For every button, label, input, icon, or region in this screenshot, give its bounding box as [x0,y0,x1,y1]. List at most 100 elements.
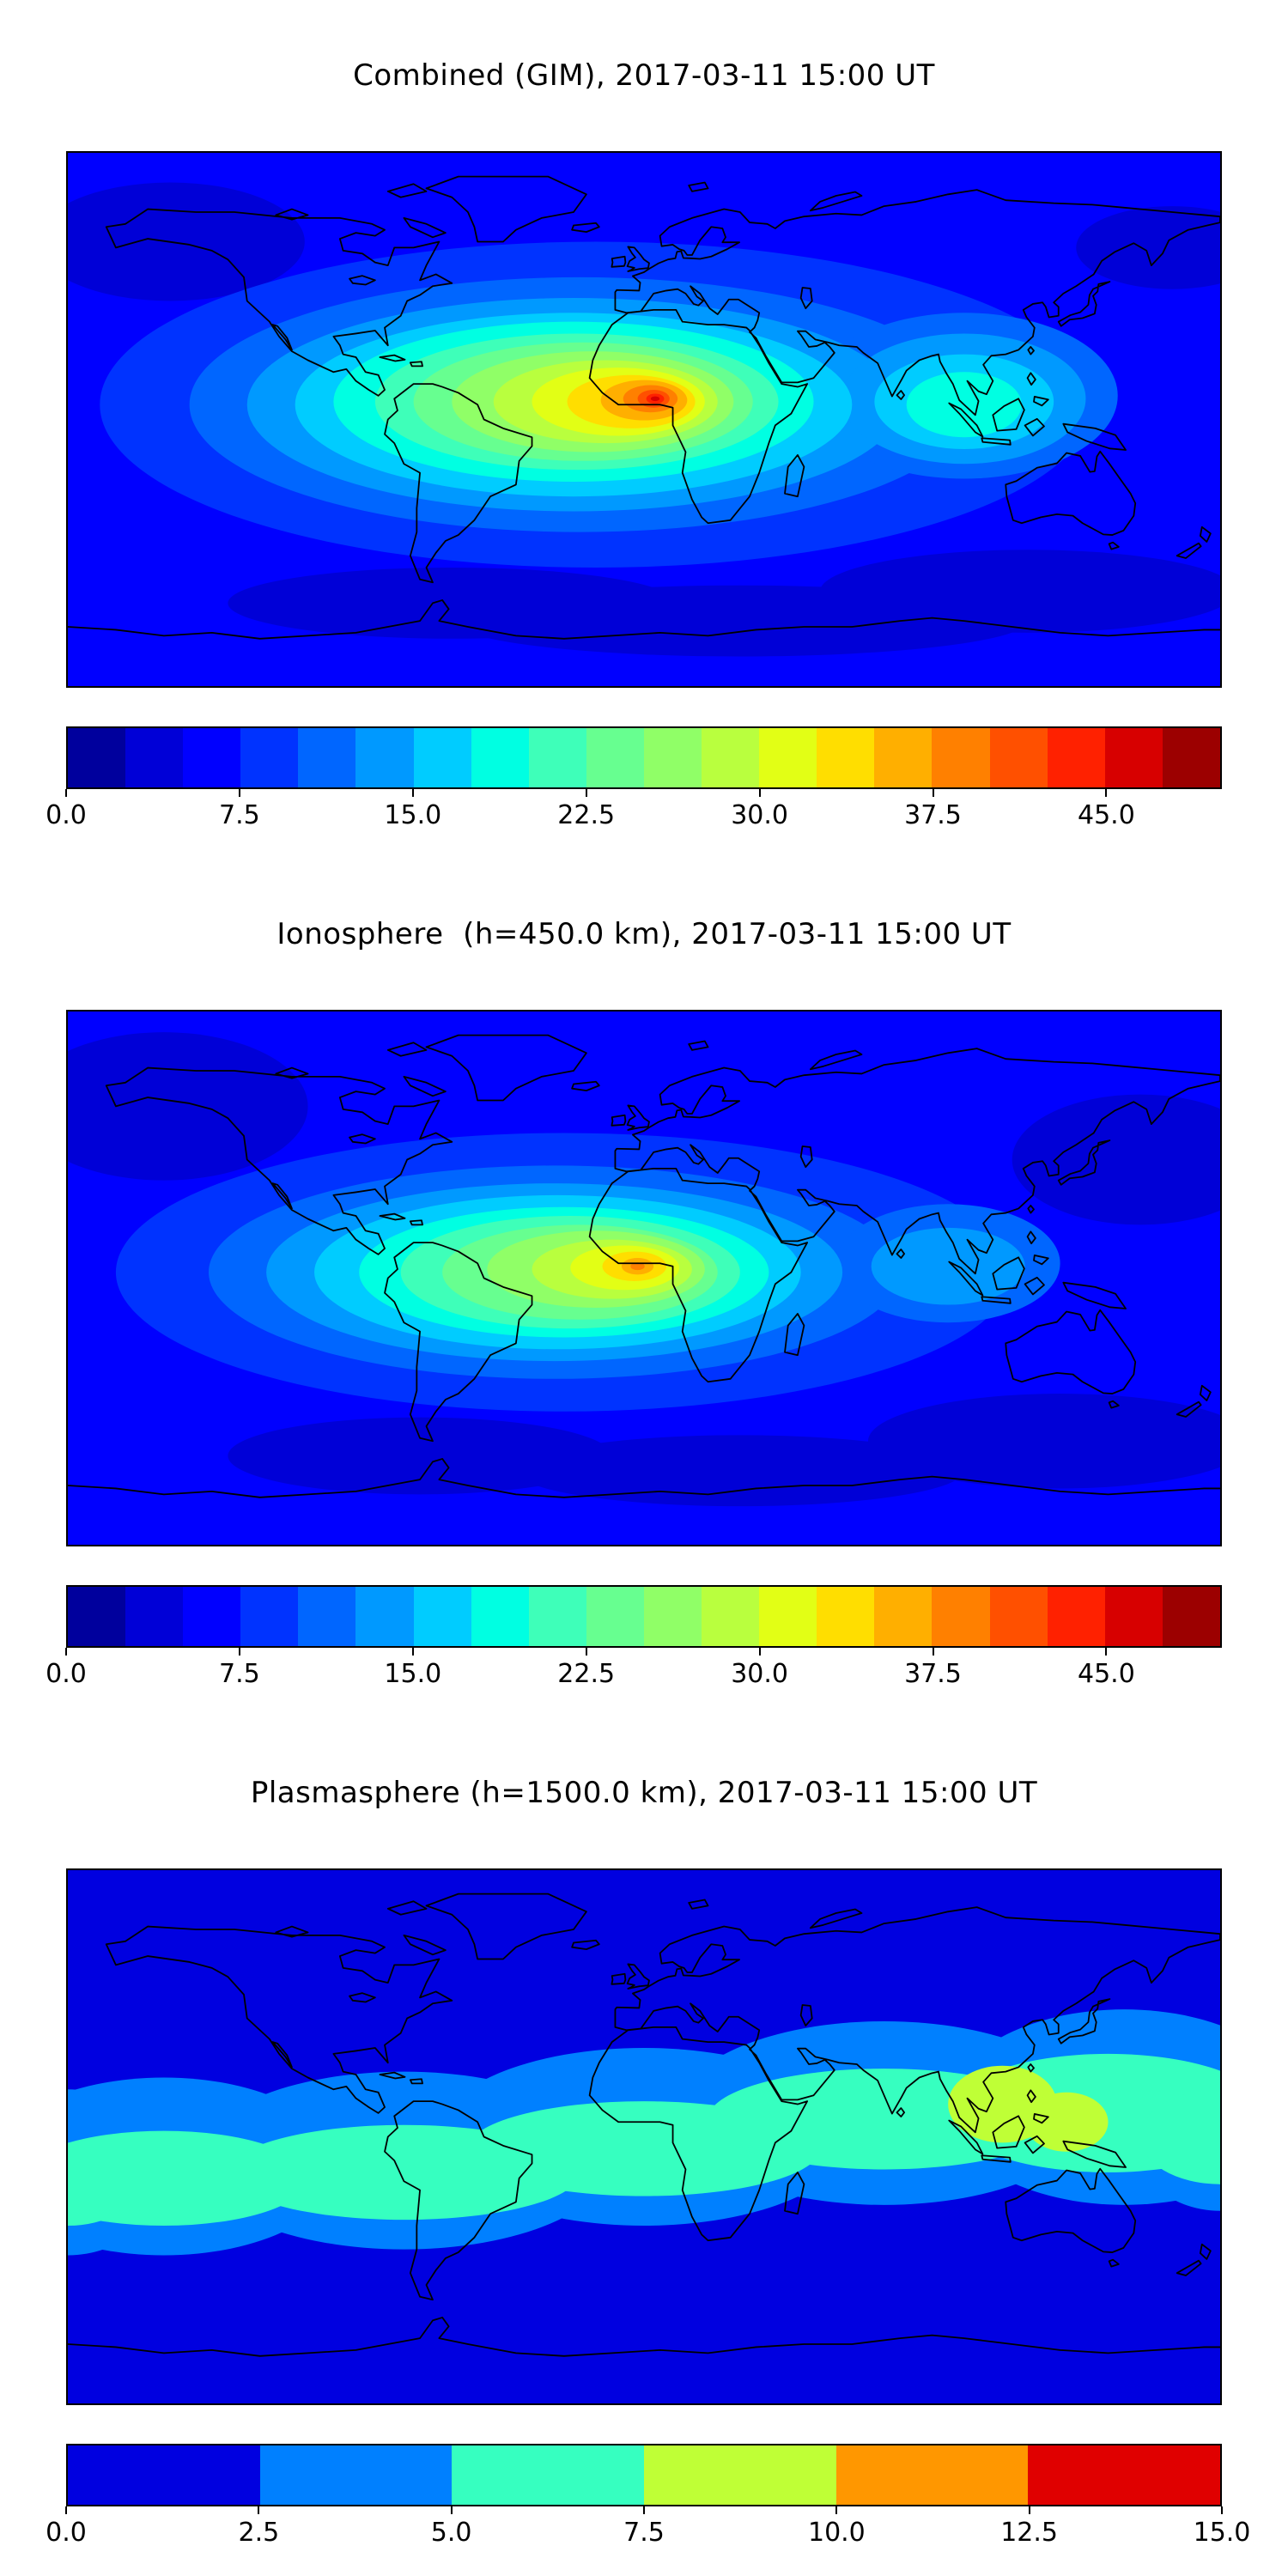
map-plasmasphere [66,1868,1222,2405]
colorbar-ticks-combined: 0.0 7.5 15.0 22.5 30.0 37.5 45.0 [46,789,1222,841]
contour-band [228,1417,612,1495]
colorbar-tick [932,789,934,797]
world-map-ionosphere [68,1012,1220,1545]
colorbar-segment [355,1587,414,1646]
colorbar-tick [758,1648,761,1656]
colorbar-segment [528,728,586,787]
colorbar-tick-label: 10.0 [807,2518,866,2548]
colorbar-tick-label: 45.0 [1077,800,1135,830]
colorbar-tick [65,2506,67,2514]
colorbar-segment [452,2445,645,2505]
colorbar-tick-label: 2.5 [238,2518,280,2548]
contour-band [515,1435,964,1507]
colorbar-segment [989,728,1048,787]
colorbar-tick [450,2506,453,2514]
colorbar-segment [643,1587,702,1646]
colorbar-segment [471,728,529,787]
world-map-combined [68,153,1220,686]
colorbar-segment [240,1587,299,1646]
colorbar-segment [1028,2445,1221,2505]
colorbar-segment [586,1587,644,1646]
colorbar-tick [1105,789,1108,797]
colorbar-segment [183,728,241,787]
colorbar-tick [411,1648,414,1656]
colorbar-segment [259,2445,453,2505]
panel-title-plasmasphere: Plasmasphere (h=1500.0 km), 2017-03-11 1… [250,1776,1038,1810]
panel-plasmasphere: Plasmasphere (h=1500.0 km), 2017-03-11 1… [46,1717,1250,2576]
colorbar-segment [643,728,702,787]
colorbar-segment [932,728,990,787]
colorbar-segment [355,728,414,787]
colorbar-segment [1104,1587,1163,1646]
colorbar-tick [585,1648,587,1656]
colorbar-tick-label: 15.0 [1193,2518,1251,2548]
colorbar-tick [258,2506,260,2514]
colorbar-tick [758,789,761,797]
colorbar-segment [989,1587,1048,1646]
colorbar-segment [1104,728,1163,787]
colorbar-tick-label: 45.0 [1077,1659,1135,1689]
colorbar-tick-label: 0.0 [46,1659,87,1689]
colorbar-segment [125,728,184,787]
colorbar-tick [238,789,240,797]
contour-band [1076,206,1220,289]
colorbar-segment [68,2445,260,2505]
colorbar-segment [835,2445,1029,2505]
map-combined [66,151,1222,688]
colorbar-tick-label: 7.5 [219,800,260,830]
colorbar-tick [1105,1648,1108,1656]
colorbar-segment [125,1587,184,1646]
colorbar-tick-label: 0.0 [46,800,87,830]
colorbar-plasmasphere [66,2444,1222,2506]
colorbar-segment [586,728,644,787]
colorbar-tick-label: 30.0 [731,800,788,830]
colorbar-segment [874,728,933,787]
panel-title-ionosphere: Ionosphere (h=450.0 km), 2017-03-11 15:0… [276,917,1012,951]
colorbar-segment [759,728,817,787]
colorbar-segment [874,1587,933,1646]
colorbar-tick-label: 30.0 [731,1659,788,1689]
colorbar-tick [932,1648,934,1656]
contour-band [452,585,1029,657]
colorbar-tick [1028,2506,1030,2514]
colorbar-segment [1162,728,1220,787]
colorbar-segment [413,728,471,787]
colorbar-combined [66,726,1222,789]
colorbar-segment [471,1587,529,1646]
colorbar-tick-label: 7.5 [219,1659,260,1689]
colorbar-ticks-ionosphere: 0.0 7.5 15.0 22.5 30.0 37.5 45.0 [46,1648,1222,1699]
colorbar-tick-label: 22.5 [557,800,616,830]
world-map-plasmasphere [68,1870,1220,2403]
colorbar-tick-label: 37.5 [904,800,962,830]
colorbar-ionosphere [66,1585,1222,1648]
colorbar-segment [68,728,126,787]
colorbar-segment [1162,1587,1220,1646]
panel-title-combined: Combined (GIM), 2017-03-11 15:00 UT [353,58,935,93]
colorbar-tick-label: 0.0 [46,2518,87,2548]
colorbar-segment [1047,1587,1105,1646]
colorbar-segment [759,1587,817,1646]
colorbar-tick-label: 7.5 [623,2518,665,2548]
colorbar-tick-label: 5.0 [430,2518,472,2548]
colorbar-tick-label: 15.0 [384,800,442,830]
colorbar-segment [702,1587,760,1646]
colorbar-segment [298,728,356,787]
colorbar-tick-label: 37.5 [904,1659,962,1689]
colorbar-segment [413,1587,471,1646]
colorbar-segment [644,2445,836,2505]
contour-band [68,1032,308,1181]
colorbar-segment [817,1587,875,1646]
colorbar-segment [183,1587,241,1646]
colorbar-segment [68,1587,126,1646]
colorbar-segment [298,1587,356,1646]
contour-band [650,396,660,402]
colorbar-tick [835,2506,838,2514]
colorbar-tick-label: 12.5 [1000,2518,1059,2548]
colorbar-ticks-plasmasphere: 0.0 2.5 5.0 7.5 10.0 12.5 15.0 [46,2506,1250,2558]
colorbar-segment [240,728,299,787]
contour-band [871,1227,1025,1305]
colorbar-segment [528,1587,586,1646]
colorbar-tick [411,789,414,797]
colorbar-tick-label: 15.0 [384,1659,442,1689]
